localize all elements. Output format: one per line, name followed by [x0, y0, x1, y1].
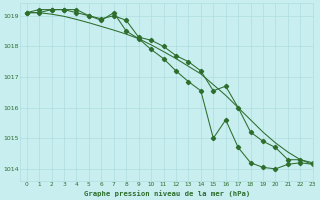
X-axis label: Graphe pression niveau de la mer (hPa): Graphe pression niveau de la mer (hPa) — [84, 190, 250, 197]
